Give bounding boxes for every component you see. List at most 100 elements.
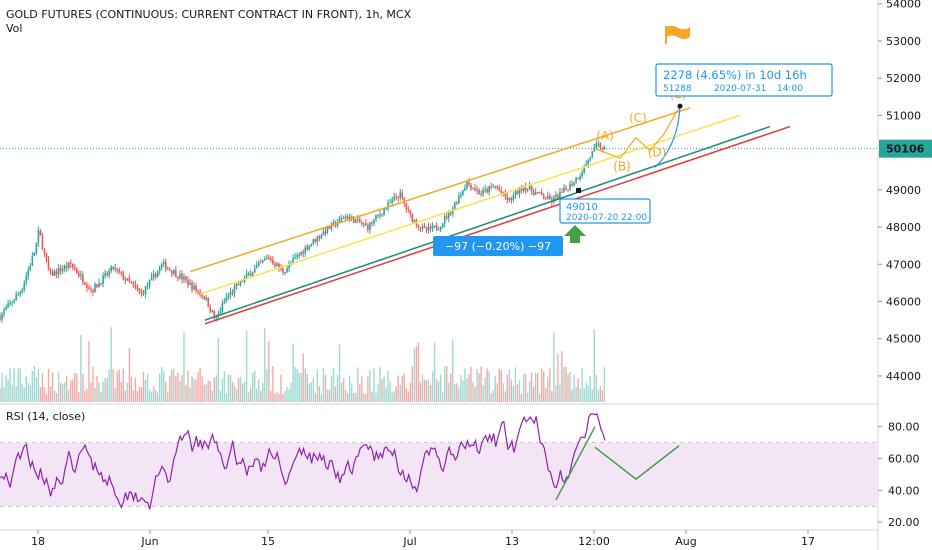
volume-bar [114,388,116,402]
candle-body [447,210,450,219]
volume-bar [381,378,383,402]
candle-body [464,188,466,191]
volume-bar [239,376,242,402]
candle-body [417,225,420,228]
candle-body [470,184,472,189]
volume-bar [118,369,120,402]
volume-bar [126,382,129,402]
candle-body [356,218,359,220]
candle-body [555,195,557,197]
candle-body [150,276,153,281]
candle-body [318,236,321,239]
volume-bar [197,372,199,402]
volume-bar [603,367,606,402]
candle-body [352,216,355,223]
wave-label: (A) [596,129,614,143]
volume-bar [375,393,377,402]
rsi-projection-line [594,445,680,481]
volume-bar [514,367,517,402]
volume-bar [332,367,335,402]
candle-body [387,202,389,209]
volume-bar [431,371,434,402]
candle-body [124,279,127,281]
volume-bar [512,385,515,402]
volume-bar [466,378,468,402]
candle-body [385,208,387,210]
volume-bar [306,374,308,402]
wave-label: (B) [613,159,631,173]
volume-bar [591,388,593,402]
candle-body [223,301,226,304]
channel-support-line [204,125,791,325]
channel-mid-line [199,114,741,295]
volume-bar [520,393,523,402]
candle-body [98,282,100,288]
candle-body [276,263,278,266]
volume-bar [215,374,217,402]
candle-body [381,214,383,216]
candle-body [164,261,167,270]
volume-bar [241,383,244,402]
volume-bar [387,370,389,402]
volume-bar [551,391,553,402]
volume-bar [549,368,551,402]
price-tick-label: 49000 [886,184,921,197]
candle-body [191,282,193,290]
candle-body [561,191,563,193]
volume-bar [423,379,426,402]
volume-bar [444,366,446,402]
volume-bar [227,374,230,402]
volume-bar [41,373,44,402]
volume-bar [290,382,292,402]
candle-body [179,274,181,279]
wave-label: (C) [629,111,647,125]
candle-body [148,280,151,286]
candle-body [312,239,315,244]
volume-bar [86,388,88,402]
volume-bar [304,368,306,402]
volume-bar [484,377,486,402]
candle-body [480,193,482,195]
time-tick-label: Aug [675,535,696,548]
volume-bar [173,368,175,402]
volume-bar [486,368,488,402]
volume-bar [278,393,280,402]
volume-bar [377,384,379,402]
candle-body [359,218,361,223]
candle-body [29,265,32,270]
volume-bar [371,391,373,402]
volume-bar [357,367,359,402]
candle-body [286,268,288,273]
target-box [655,63,833,97]
candle-body [506,196,509,201]
candle-body [302,251,305,254]
candle-body [591,151,594,158]
volume-bar [492,390,494,402]
volume-bar [55,392,58,402]
candle-body [474,188,476,191]
candle-body [140,291,143,294]
volume-bar [342,378,345,402]
volume-bar [272,366,274,402]
volume-bar [35,377,38,402]
volume-bar [53,390,56,402]
candle-body [47,260,50,271]
candle-body [1,313,3,320]
candle-body [597,143,600,145]
volume-bar [314,392,317,402]
candle-body [348,217,351,219]
volume-bar [179,381,181,402]
volume-bar [534,373,537,402]
volume-bar [130,376,133,402]
volume-bar [312,377,315,402]
candle-body [132,283,135,285]
volume-bar [70,380,72,402]
volume-bar [522,374,525,402]
volume-bar [565,366,567,402]
candle-body [122,273,125,280]
candle-body [393,196,395,200]
candle-body [520,187,523,191]
volume-bar [334,386,337,402]
volume-bar [296,368,298,402]
